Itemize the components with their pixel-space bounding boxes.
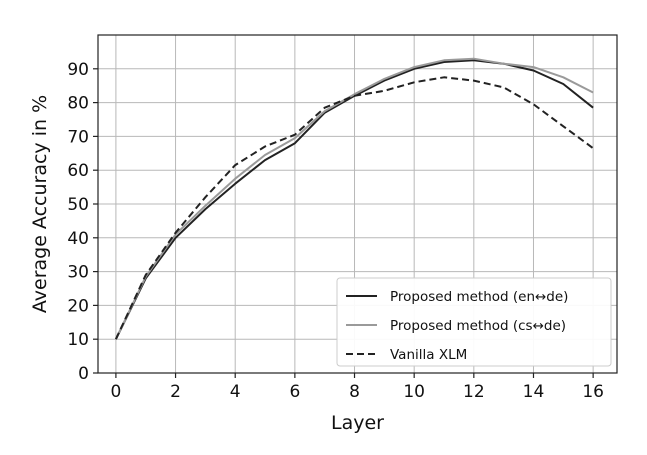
- y-tick-label: 90: [67, 60, 89, 80]
- y-tick-label: 10: [67, 330, 89, 350]
- y-tick-label: 40: [67, 229, 89, 249]
- x-tick-label: 4: [230, 382, 241, 402]
- y-tick-label: 30: [67, 263, 89, 283]
- grid: [98, 35, 617, 374]
- x-tick-label: 6: [289, 382, 300, 402]
- y-axis: 0 10 20 30 40 50 60 70 80 90: [67, 60, 98, 384]
- x-tick-label: 14: [523, 382, 545, 402]
- y-tick-label: 50: [67, 195, 89, 215]
- x-axis-label: Layer: [331, 412, 384, 434]
- series-group: [114, 57, 594, 340]
- legend-box: [336, 277, 612, 367]
- y-tick-label: 20: [67, 296, 89, 316]
- x-tick-label: 0: [110, 382, 121, 402]
- legend: Proposed method (en↔de) Proposed method (…: [336, 277, 612, 367]
- legend-label-3: Vanilla XLM: [390, 347, 467, 363]
- x-tick-label: 12: [463, 382, 485, 402]
- legend-label-1: Proposed method (en↔de): [390, 289, 568, 305]
- y-tick-label: 80: [67, 94, 89, 114]
- x-tick-label: 2: [170, 382, 181, 402]
- x-tick-label: 16: [582, 382, 604, 402]
- y-axis-label: Average Accuracy in %: [29, 95, 51, 313]
- y-tick-label: 70: [67, 127, 89, 147]
- x-tick-label: 8: [349, 382, 360, 402]
- series-line-2: [114, 57, 594, 340]
- x-tick-label: 10: [403, 382, 425, 402]
- series-line-3: [114, 76, 594, 340]
- legend-label-2: Proposed method (cs↔de): [390, 318, 566, 334]
- y-tick-label: 60: [67, 161, 89, 181]
- x-axis: 0 2 4 6 8 10 12 14 16: [110, 373, 604, 402]
- y-tick-label: 0: [78, 364, 89, 384]
